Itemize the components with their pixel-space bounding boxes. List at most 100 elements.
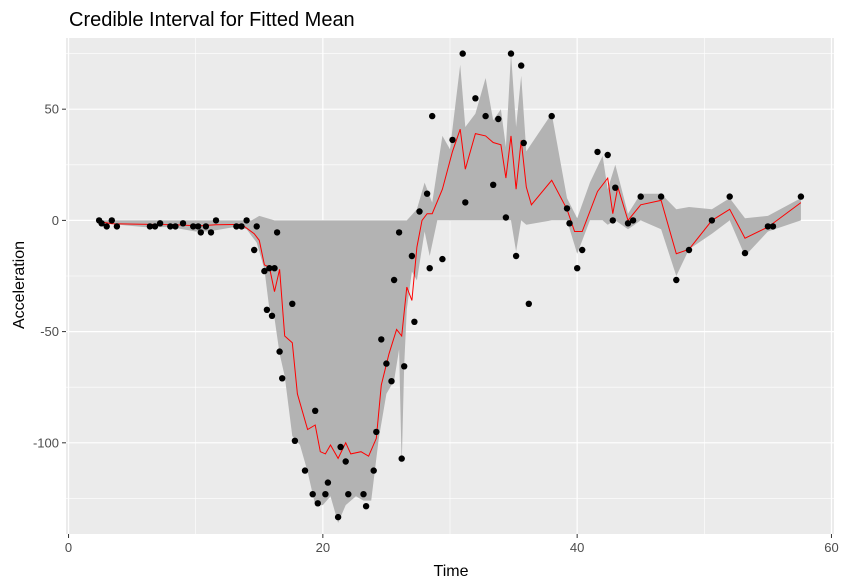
data-point xyxy=(439,255,446,263)
data-point xyxy=(289,300,296,307)
data-point xyxy=(253,223,260,230)
data-point xyxy=(151,223,159,230)
data-point xyxy=(764,223,772,230)
data-point xyxy=(266,265,273,272)
data-point xyxy=(360,491,367,498)
data-point xyxy=(207,229,215,236)
x-axis-ticks: 0 20 40 60 xyxy=(65,534,839,555)
data-point xyxy=(429,112,436,120)
data-point xyxy=(408,252,416,260)
data-point xyxy=(146,223,154,230)
data-point xyxy=(312,407,319,414)
data-point xyxy=(507,50,515,57)
data-point xyxy=(276,348,283,355)
data-point xyxy=(251,246,258,254)
data-point xyxy=(449,136,456,144)
data-point xyxy=(212,217,220,224)
data-point xyxy=(502,214,510,221)
data-point xyxy=(612,184,619,191)
data-point xyxy=(156,220,164,227)
data-point xyxy=(604,151,611,159)
data-point xyxy=(624,220,632,227)
data-point xyxy=(459,50,466,57)
data-point xyxy=(271,265,278,272)
data-point xyxy=(401,363,408,370)
chart-title: Credible Interval for Fitted Mean xyxy=(69,9,355,31)
data-point xyxy=(179,220,187,227)
x-axis-title: Time xyxy=(434,563,469,580)
x-tick-label: 60 xyxy=(824,540,838,555)
y-axis-title: Acceleration xyxy=(11,241,28,329)
data-point xyxy=(629,217,637,224)
x-tick-label: 40 xyxy=(570,540,584,555)
data-point xyxy=(324,479,332,486)
data-point xyxy=(195,223,202,230)
data-point xyxy=(657,193,665,200)
data-point xyxy=(309,491,316,498)
data-point xyxy=(279,375,286,382)
data-point xyxy=(378,336,385,343)
data-point xyxy=(263,306,271,313)
data-point xyxy=(373,428,380,436)
data-point xyxy=(261,267,268,275)
data-point xyxy=(322,491,329,498)
data-point xyxy=(190,223,197,230)
data-point xyxy=(411,318,418,325)
data-point xyxy=(472,95,479,102)
data-point xyxy=(388,378,395,385)
data-point xyxy=(113,223,121,230)
data-point xyxy=(769,223,777,230)
data-point xyxy=(548,112,555,120)
data-point xyxy=(741,249,749,257)
data-point xyxy=(314,500,321,507)
data-point xyxy=(797,193,805,200)
data-point xyxy=(233,223,240,230)
data-point xyxy=(490,181,497,188)
data-point xyxy=(637,193,644,200)
data-point xyxy=(673,276,680,284)
data-point xyxy=(172,223,179,230)
data-point xyxy=(395,229,403,236)
data-point xyxy=(566,220,573,227)
data-point xyxy=(520,139,527,147)
data-point xyxy=(238,223,245,230)
fitted-mean-line xyxy=(99,129,802,460)
data-point xyxy=(423,190,431,197)
data-point xyxy=(273,229,281,236)
data-point xyxy=(268,312,276,319)
y-tick-label: 50 xyxy=(45,102,59,117)
data-point xyxy=(301,467,309,474)
data-point xyxy=(337,443,344,451)
data-point xyxy=(98,220,105,227)
data-points xyxy=(95,50,805,521)
data-point xyxy=(594,148,601,156)
x-tick-label: 20 xyxy=(316,540,330,555)
data-point xyxy=(398,455,405,462)
data-point xyxy=(579,246,586,254)
data-point xyxy=(243,217,250,224)
data-point xyxy=(383,360,390,367)
data-point xyxy=(462,199,469,206)
data-point xyxy=(609,217,616,224)
data-point xyxy=(390,276,398,284)
data-point xyxy=(426,265,433,272)
data-point xyxy=(345,491,352,498)
y-tick-label: -100 xyxy=(33,435,59,450)
data-point xyxy=(708,217,716,224)
data-point xyxy=(103,223,110,230)
data-point xyxy=(362,503,370,510)
data-point xyxy=(685,246,693,254)
data-point xyxy=(525,300,532,307)
data-point xyxy=(334,513,342,521)
data-point xyxy=(197,229,204,236)
data-point xyxy=(370,467,377,474)
data-point xyxy=(167,223,174,230)
data-point xyxy=(291,437,299,444)
y-tick-label: 0 xyxy=(52,213,59,228)
data-point xyxy=(202,223,210,230)
y-tick-label: -50 xyxy=(40,324,59,339)
data-point xyxy=(108,217,116,224)
data-point xyxy=(482,112,489,120)
